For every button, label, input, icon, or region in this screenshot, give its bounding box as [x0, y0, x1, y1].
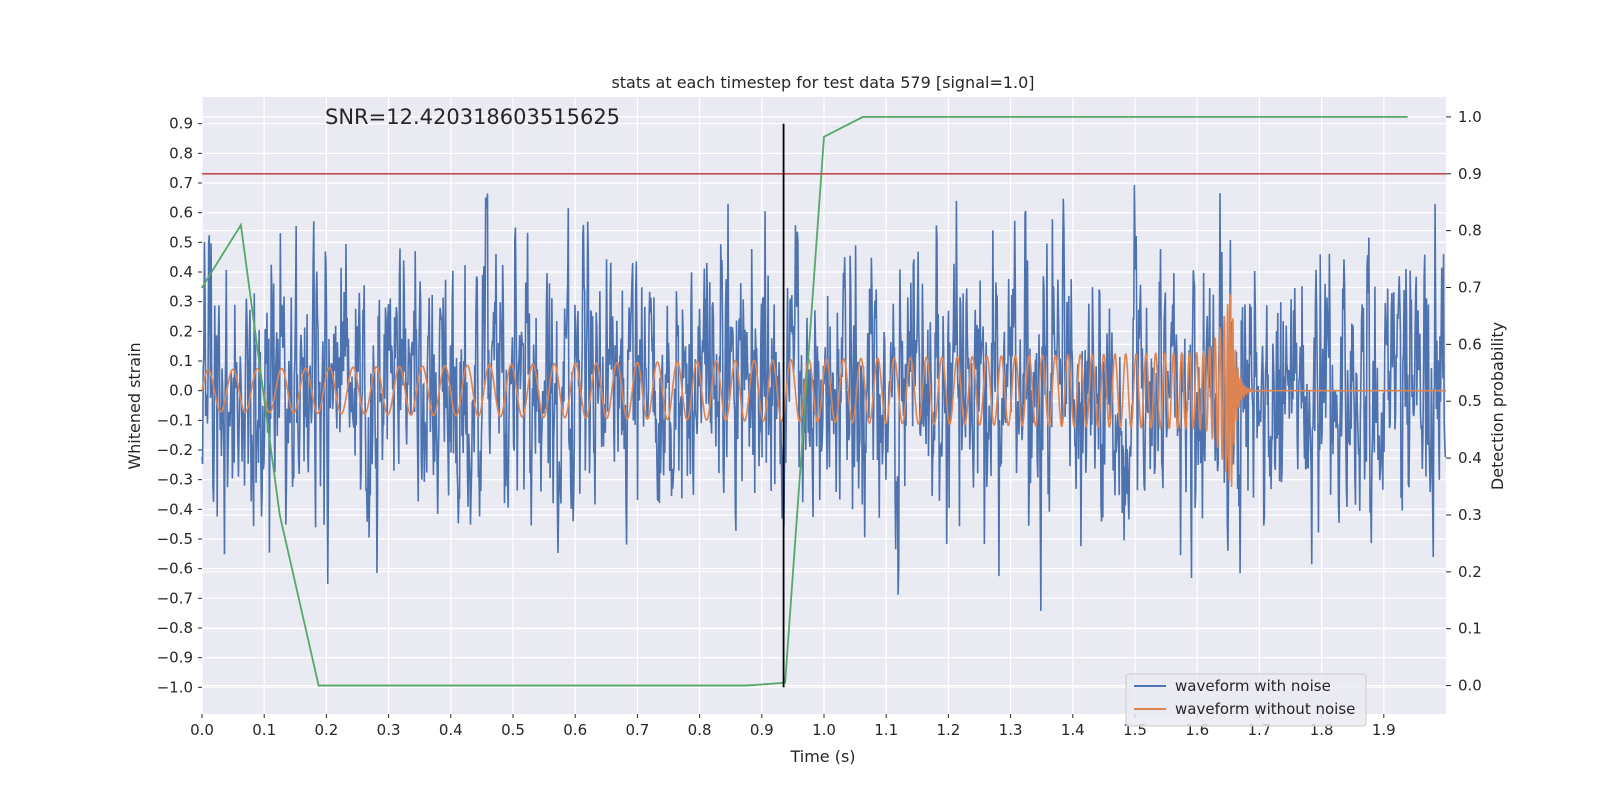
probability-point: [1406, 116, 1408, 118]
x-tick-label: 0.7: [625, 721, 649, 739]
x-tick-label: 1.3: [999, 721, 1023, 739]
x-tick-label: 0.4: [439, 721, 463, 739]
x-tick-label: 1.1: [874, 721, 898, 739]
chart-title: stats at each timestep for test data 579…: [611, 73, 1034, 92]
legend: waveform with noise waveform without noi…: [1125, 673, 1367, 727]
x-tick-label: 1.2: [936, 721, 960, 739]
x-tick-label: 0.6: [563, 721, 587, 739]
y-axis-label: Whitened strain: [125, 342, 144, 469]
probability-point: [1095, 116, 1097, 118]
y-tick-label: −0.5: [157, 530, 193, 548]
probability-point: [1328, 116, 1331, 118]
probability-point: [900, 116, 903, 118]
y-tick-label: −0.3: [157, 471, 193, 489]
y-tick-label: −0.4: [157, 500, 193, 518]
probability-point: [1017, 116, 1020, 118]
probability-point: [667, 684, 670, 687]
y-tick-label: 0.5: [169, 233, 193, 251]
y-tick-label: 0.1: [169, 352, 193, 370]
probability-point: [1367, 116, 1370, 118]
probability-point: [939, 116, 942, 118]
probability-point: [317, 684, 320, 687]
y-tick-label: 0.0: [169, 382, 193, 400]
x-tick-label: 1.0: [812, 721, 836, 739]
legend-label-clean: waveform without noise: [1175, 700, 1355, 718]
y-tick-label: 0.7: [169, 174, 193, 192]
probability-point: [1056, 116, 1059, 118]
x-tick-label: 0.0: [190, 721, 214, 739]
y-tick-label: −1.0: [157, 678, 193, 696]
x-tick-label: 0.3: [377, 721, 401, 739]
y-tick-label: 0.2: [169, 322, 193, 340]
probability-point: [628, 684, 631, 687]
y-tick-label: 0.6: [169, 204, 193, 222]
y2-tick-label: 0.7: [1458, 279, 1482, 297]
probability-point: [512, 684, 514, 687]
probability-point: [1173, 116, 1175, 118]
y2-tick-label: 0.0: [1458, 677, 1482, 695]
legend-frame: [1125, 673, 1367, 727]
clean-line: [201, 294, 1446, 487]
y2-axis-ticks: 1.0 0.9 0.8 0.7 0.6 0.5 0.4 0.3 0.2 0.1 0.0: [1446, 108, 1482, 695]
probability-point: [589, 684, 592, 687]
y2-tick-label: 0.1: [1458, 620, 1482, 638]
y-tick-label: −0.8: [157, 619, 193, 637]
y-tick-label: −0.9: [157, 649, 193, 667]
probability-point: [240, 224, 242, 226]
legend-label-noise: waveform with noise: [1175, 677, 1331, 695]
probability-point: [862, 116, 864, 118]
probability-point: [473, 684, 475, 687]
y2-tick-label: 0.5: [1458, 392, 1482, 410]
y-tick-label: 0.9: [169, 115, 193, 133]
y2-tick-label: 0.9: [1458, 165, 1482, 183]
probability-point: [1134, 116, 1136, 118]
x-axis-label: Time (s): [789, 747, 855, 766]
probability-point: [278, 514, 281, 516]
y2-tick-label: 0.3: [1458, 506, 1482, 524]
probability-point: [1211, 116, 1214, 118]
y-tick-label: −0.7: [157, 589, 193, 607]
y2-tick-label: 0.2: [1458, 563, 1482, 581]
y2-tick-label: 0.8: [1458, 222, 1482, 240]
x-tick-label: 1.4: [1061, 721, 1085, 739]
probability-point: [978, 116, 981, 118]
probability-point: [823, 136, 825, 138]
x-axis-ticks: 0.0 0.1 0.2 0.3 0.4 0.5 0.6 0.7 0.8 0.9 1.0 1.1 1.2 1…: [190, 714, 1396, 739]
probability-point: [395, 684, 398, 687]
x-tick-label: 0.9: [750, 721, 774, 739]
y-axis-ticks: 0.9 0.8 0.7 0.6 0.5 0.4 0.3 0.2 0.1 0.0 −0.1 −0.2 −0…: [157, 115, 202, 696]
y-tick-label: −0.2: [157, 441, 193, 459]
y-tick-label: −0.6: [157, 560, 193, 578]
y2-axis-label: Detection probability: [1488, 322, 1507, 490]
y2-tick-label: 1.0: [1458, 108, 1482, 126]
probability-point: [551, 684, 553, 687]
probability-point: [434, 684, 437, 687]
x-tick-label: 0.8: [688, 721, 712, 739]
y-tick-label: 0.8: [169, 144, 193, 162]
probability-point: [784, 681, 786, 684]
x-tick-label: 0.5: [501, 721, 525, 739]
snr-annotation: SNR=12.420318603515625: [325, 105, 620, 129]
probability-line: [201, 116, 1408, 687]
series-waveform-without-noise: [201, 294, 1446, 487]
y2-tick-label: 0.6: [1458, 335, 1482, 353]
overlays: [202, 123, 1446, 688]
x-tick-label: 0.2: [314, 721, 338, 739]
y2-tick-label: 0.4: [1458, 449, 1482, 467]
y-tick-label: 0.4: [169, 263, 193, 281]
series-detection-probability: [201, 116, 1408, 687]
x-tick-label: 1.9: [1372, 721, 1396, 739]
probability-point: [356, 684, 359, 687]
probability-point: [201, 286, 203, 289]
x-tick-label: 0.1: [252, 721, 276, 739]
y-tick-label: −0.1: [157, 411, 193, 429]
probability-point: [745, 684, 748, 687]
probability-point: [706, 684, 709, 687]
probability-point: [1289, 116, 1292, 118]
probability-point: [1250, 116, 1253, 118]
y-tick-label: 0.3: [169, 293, 193, 311]
